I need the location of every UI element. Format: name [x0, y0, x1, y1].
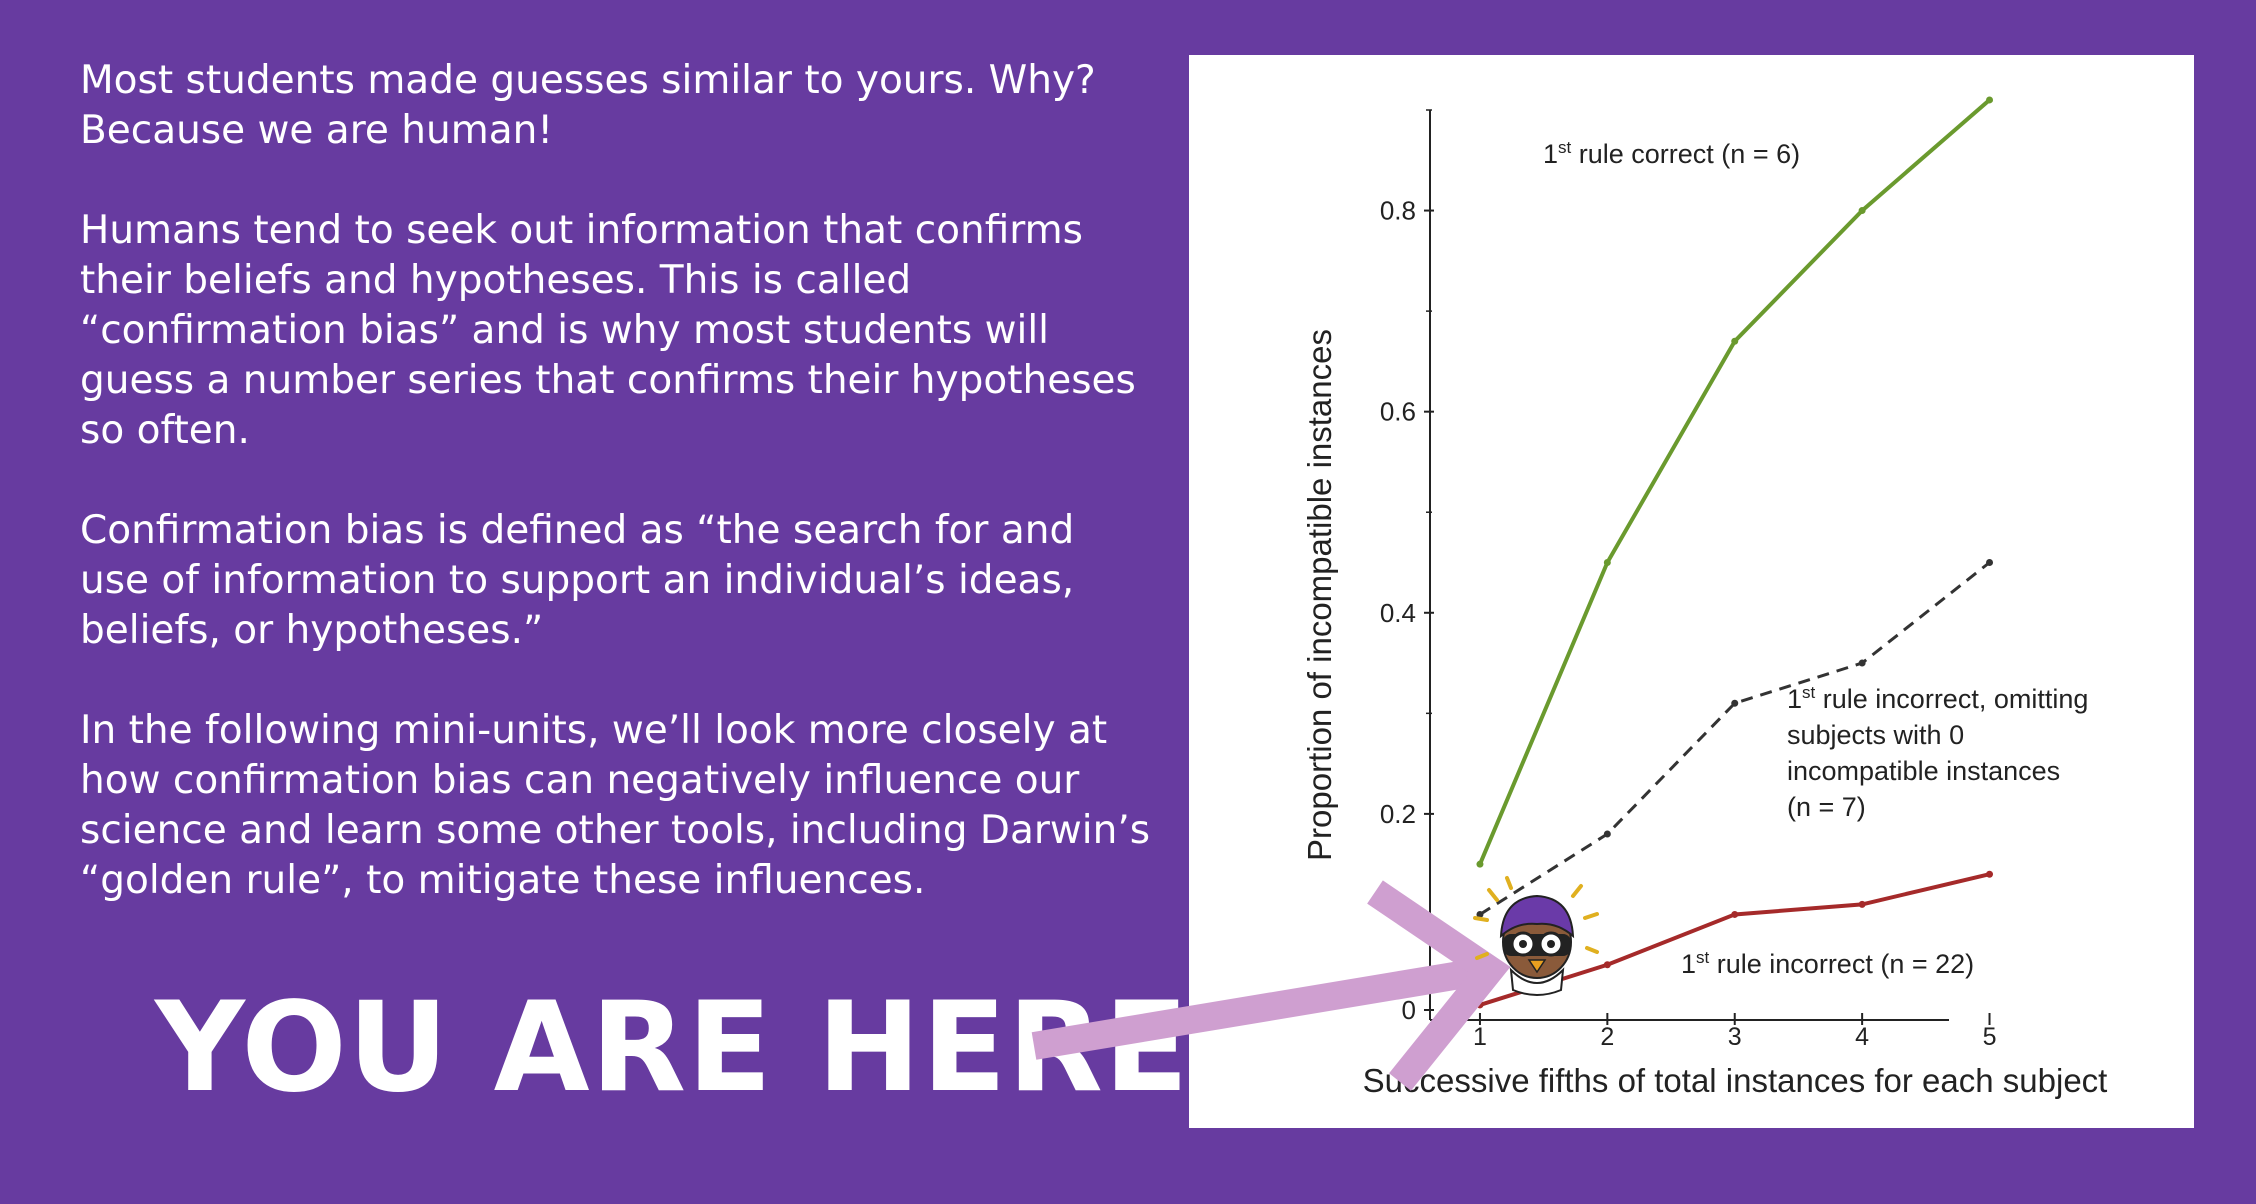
you-are-here-headline: YOU ARE HERE	[155, 976, 1190, 1120]
data-point	[1858, 900, 1866, 908]
x-tick-label: 2	[1600, 1023, 1614, 1051]
x-tick-label: 3	[1728, 1023, 1742, 1051]
series-label-rule-incorrect-omitting: incompatible instances	[1787, 756, 2060, 786]
data-point	[1731, 699, 1739, 707]
paragraph-3: Confirmation bias is defined as “the sea…	[80, 508, 1075, 653]
line-chart: 0 0.2 0.4 0.6 0.8 1 2 3 4 5 Successive fifths of t…	[1301, 96, 2108, 1099]
y-axis-label: Proportion of incompatible instances	[1301, 329, 1338, 861]
series-label-rule-incorrect-omitting: 1st rule incorrect, omitting	[1787, 683, 2088, 714]
data-point	[1986, 870, 1994, 878]
data-point	[1603, 830, 1611, 838]
paragraph-2: Humans tend to seek out information that…	[80, 208, 1136, 453]
x-axis-label: Successive fifths of total instances for…	[1363, 1062, 2108, 1099]
y-tick-label: 0	[1402, 995, 1416, 1025]
data-point	[1476, 910, 1484, 918]
data-point	[1476, 860, 1484, 868]
y-tick-label: 0.6	[1380, 397, 1416, 427]
chart-panel: 0 0.2 0.4 0.6 0.8 1 2 3 4 5 Successive fifths of t…	[1189, 55, 2194, 1128]
series-line-3	[1479, 872, 1990, 1007]
data-point	[1986, 96, 1994, 104]
series-label-rule-incorrect-omitting: (n = 7)	[1787, 792, 1866, 822]
data-point	[1603, 961, 1611, 969]
y-tick-label: 0.2	[1380, 799, 1416, 829]
series-label-rule-correct: 1st rule correct (n = 6)	[1543, 138, 1800, 169]
y-tick-label: 0.4	[1380, 598, 1416, 628]
data-point	[1476, 1001, 1484, 1009]
data-point	[1858, 659, 1866, 667]
y-tick-label: 0.8	[1380, 196, 1416, 226]
paragraph-4: In the following mini-units, we’ll look …	[80, 708, 1151, 903]
x-tick-label: 1	[1473, 1023, 1487, 1051]
series-label-rule-incorrect-omitting: subjects with 0	[1787, 720, 1964, 750]
x-tick-label: 5	[1983, 1023, 1997, 1051]
data-point	[1858, 207, 1866, 215]
intro-text: Most students made guesses similar to yo…	[80, 56, 1155, 956]
series-line-2	[1479, 561, 1991, 916]
paragraph-1: Most students made guesses similar to yo…	[80, 58, 1096, 153]
data-point	[1731, 337, 1739, 345]
data-point	[1986, 559, 1994, 566]
data-point	[1731, 910, 1739, 918]
series-label-rule-incorrect: 1st rule incorrect (n = 22)	[1681, 948, 1974, 979]
x-tick-label: 4	[1855, 1023, 1869, 1051]
data-point	[1603, 559, 1611, 566]
